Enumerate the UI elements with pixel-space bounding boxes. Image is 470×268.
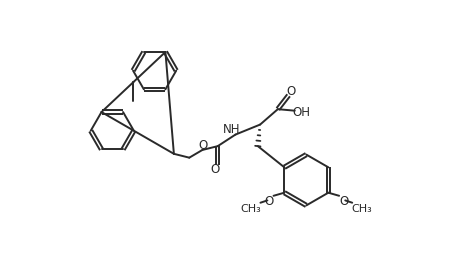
Text: NH: NH	[223, 123, 240, 136]
Text: O: O	[210, 163, 219, 177]
Text: O: O	[339, 195, 348, 209]
Text: O: O	[198, 139, 208, 152]
Text: O: O	[286, 85, 296, 98]
Text: CH₃: CH₃	[351, 204, 372, 214]
Text: O: O	[264, 195, 274, 209]
Text: CH₃: CH₃	[241, 204, 262, 214]
Text: OH: OH	[292, 106, 310, 119]
